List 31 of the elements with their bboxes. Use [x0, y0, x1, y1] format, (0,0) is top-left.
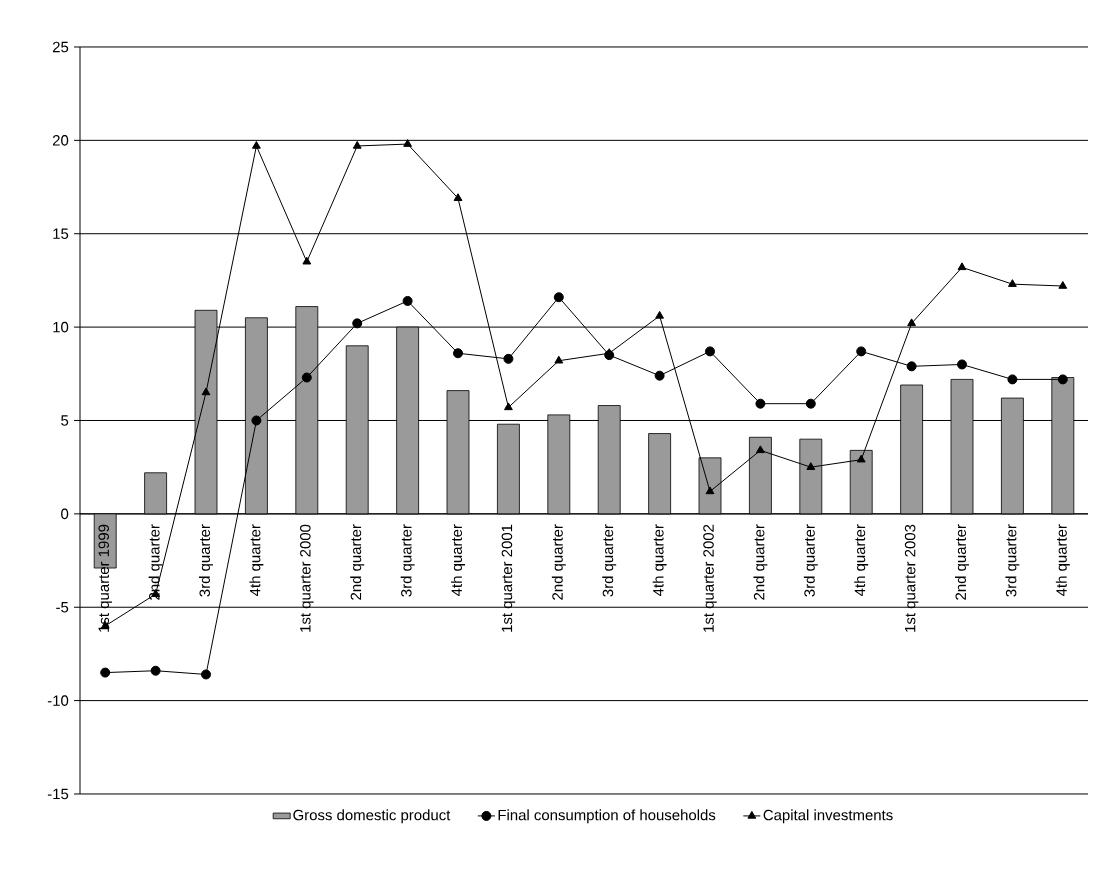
x-tick-label: 4th quarter [1055, 524, 1070, 596]
x-tick-label: 2nd quarter [955, 524, 969, 600]
x-tick-label: 3rd quarter [400, 524, 415, 597]
legend-label: Gross domestic product [293, 809, 451, 824]
x-tick-label: 4th quarter [854, 524, 869, 596]
x-tick-label: 1st quarter 2001 [501, 524, 516, 632]
x-tick-label: 2nd quarter [551, 524, 566, 600]
x-tick-label: 1st quarter 2000 [300, 524, 314, 632]
y-tick-label: 0 [61, 508, 69, 520]
y-tick-label: -10 [47, 695, 69, 706]
y-tick-label: 5 [61, 415, 69, 426]
x-tick-label: 4th quarter [249, 524, 264, 596]
x-tick-label: 3rd quarter [199, 524, 213, 597]
x-tick-label: 1st quarter 1999 [98, 524, 112, 632]
x-tick-label: 2nd quarter [350, 524, 365, 600]
y-tick-label: 25 [52, 41, 69, 53]
y-tick-label: -5 [56, 602, 69, 613]
x-tick-label: 1st quarter 2003 [904, 524, 919, 632]
x-tick-label: 2nd quarter [753, 524, 768, 600]
x-tick-label: 1st quarter 2002 [703, 524, 717, 632]
y-tick-label: 10 [53, 321, 69, 333]
legend-label: Capital investments [763, 809, 893, 824]
x-tick-label: 3rd quarter [602, 524, 617, 597]
y-tick-label: -15 [47, 788, 69, 800]
x-tick-label: 4th quarter [652, 524, 667, 596]
legend-label: Final consumption of households [498, 809, 716, 824]
x-tick-label: 4th quarter [451, 524, 465, 596]
x-tick-label: 3rd quarter [1005, 524, 1020, 597]
x-tick-label: 3rd quarter [803, 524, 818, 597]
y-tick-label: 15 [53, 228, 69, 239]
y-tick-label: 20 [52, 135, 69, 146]
